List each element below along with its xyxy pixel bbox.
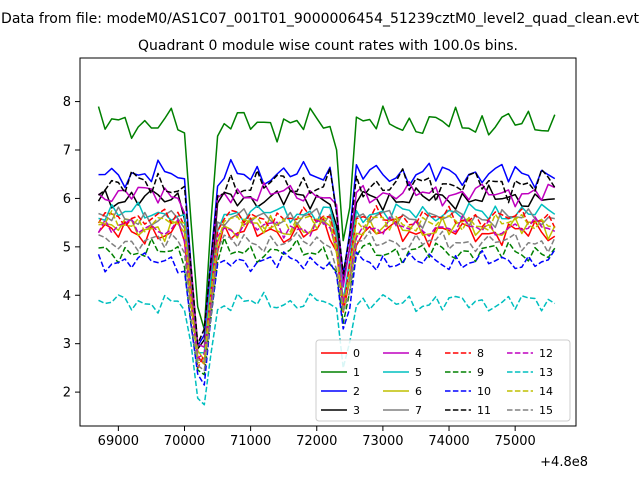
series-line-13 xyxy=(98,291,556,406)
x-tick-label: 74000 xyxy=(428,434,469,449)
series-line-15 xyxy=(98,230,556,372)
series-line-10 xyxy=(97,249,556,386)
y-tick-label: 7 xyxy=(63,144,71,159)
legend-box xyxy=(315,339,571,422)
y-tick-label: 8 xyxy=(63,95,71,110)
y-tick-label: 5 xyxy=(63,240,71,255)
series-line-8 xyxy=(97,205,556,369)
axis-ticks: 69000 70000 71000 72000 73000 74000 75000 2 3 4 5 6… xyxy=(63,95,536,449)
chart-title: Quadrant 0 module wise count rates with … xyxy=(138,38,518,54)
legend-label-0: 0 xyxy=(353,347,360,360)
legend-label-13: 13 xyxy=(539,366,553,379)
y-tick-label: 4 xyxy=(63,289,71,304)
plot-area xyxy=(97,105,556,406)
x-tick-label: 72000 xyxy=(296,434,337,449)
legend-label-1: 1 xyxy=(353,366,360,379)
y-tick-label: 2 xyxy=(63,386,71,401)
series-line-11 xyxy=(98,167,556,345)
legend-label-6: 6 xyxy=(415,385,422,398)
series-line-4 xyxy=(98,181,556,348)
x-tick-label: 70000 xyxy=(164,434,205,449)
series-line-12 xyxy=(97,215,556,359)
legend-label-12: 12 xyxy=(539,347,553,360)
series-line-0 xyxy=(97,217,556,365)
x-tick-label: 75000 xyxy=(494,434,535,449)
legend-label-2: 2 xyxy=(353,385,360,398)
series-line-1 xyxy=(97,105,556,331)
legend-label-9: 9 xyxy=(477,366,484,379)
x-tick-label: 69000 xyxy=(98,434,139,449)
legend-label-3: 3 xyxy=(353,404,360,417)
legend-label-11: 11 xyxy=(477,404,491,417)
legend-label-10: 10 xyxy=(477,385,491,398)
series-line-2 xyxy=(98,158,556,347)
series-line-9 xyxy=(98,237,556,376)
legend-label-15: 15 xyxy=(539,404,553,417)
series-line-3 xyxy=(97,184,555,350)
y-tick-label: 3 xyxy=(63,337,71,352)
series-line-14 xyxy=(98,210,555,364)
chart-suptitle: Data from file: modeM0/AS1C07_001T01_900… xyxy=(1,11,639,27)
legend-label-5: 5 xyxy=(415,366,422,379)
axes-frame xyxy=(79,57,577,427)
legend-label-8: 8 xyxy=(477,347,484,360)
x-offset-label: +4.8e8 xyxy=(540,455,588,470)
x-tick-label: 71000 xyxy=(230,434,271,449)
legend-label-7: 7 xyxy=(415,404,422,417)
legend-label-14: 14 xyxy=(539,385,553,398)
y-tick-label: 6 xyxy=(63,192,71,207)
legend-label-4: 4 xyxy=(415,347,422,360)
x-tick-label: 73000 xyxy=(362,434,403,449)
